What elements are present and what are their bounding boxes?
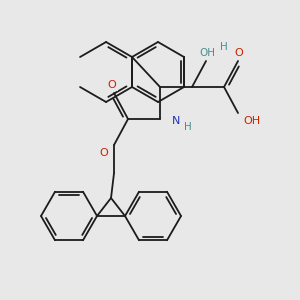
Text: O: O xyxy=(100,148,108,158)
Text: OH: OH xyxy=(244,116,261,126)
Text: N: N xyxy=(172,116,180,126)
Text: H: H xyxy=(220,42,228,52)
Text: OH: OH xyxy=(199,48,215,58)
Text: O: O xyxy=(235,48,243,58)
Text: O: O xyxy=(108,80,116,90)
Text: H: H xyxy=(184,122,192,132)
